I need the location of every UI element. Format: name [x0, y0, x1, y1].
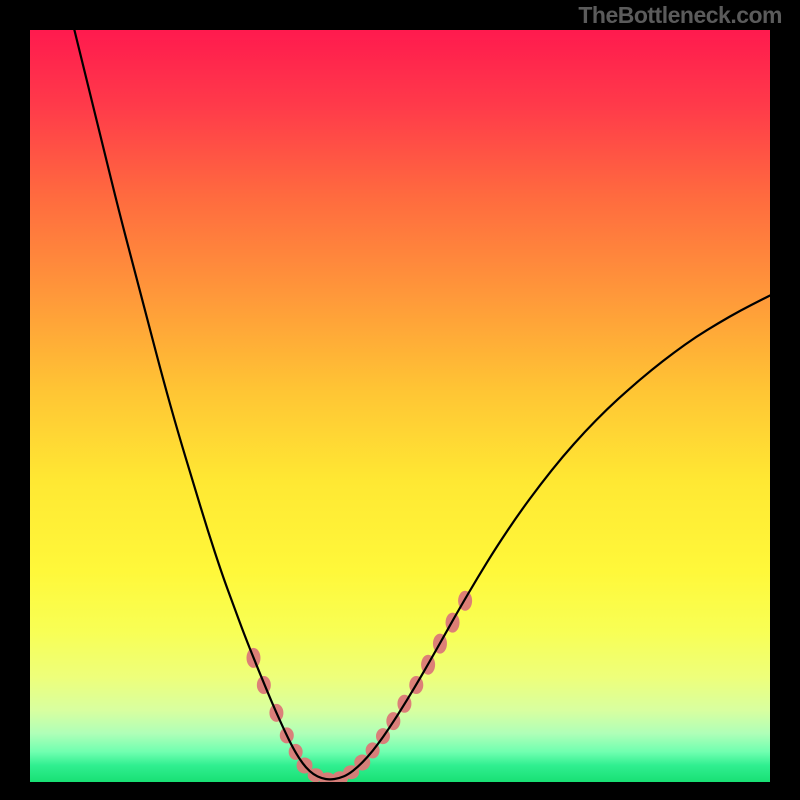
- frame-bottom: [0, 782, 800, 800]
- plot-svg: [30, 30, 770, 782]
- gradient-background: [30, 30, 770, 782]
- frame-right: [770, 0, 800, 800]
- plot-area: [30, 30, 770, 782]
- credit-watermark: TheBottleneck.com: [578, 2, 782, 29]
- chart-stage: TheBottleneck.com: [0, 0, 800, 800]
- frame-left: [0, 0, 30, 800]
